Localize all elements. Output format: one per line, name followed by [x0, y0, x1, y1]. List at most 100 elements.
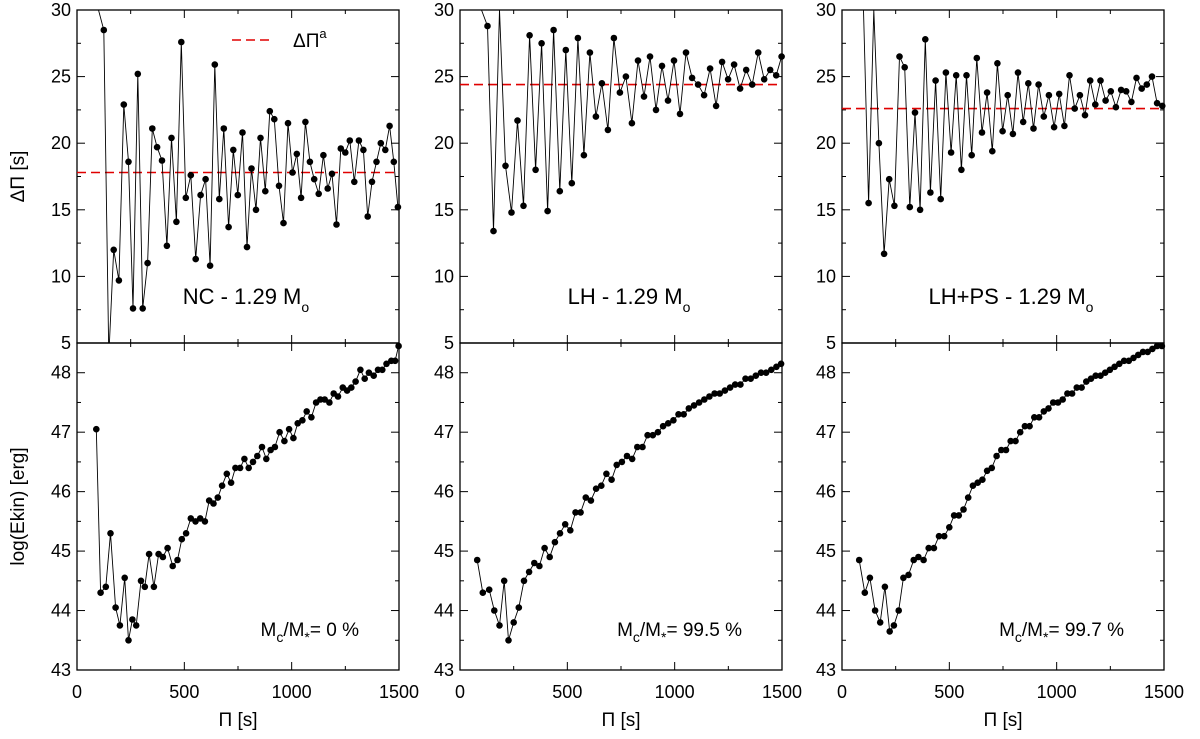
data-point [896, 53, 903, 60]
data-point [1009, 130, 1017, 138]
data-point [880, 250, 888, 258]
data-point [134, 70, 142, 78]
data-point [947, 149, 955, 156]
y-axis-title: ΔΠ [s] [8, 151, 29, 203]
data-point [742, 66, 750, 74]
data-point [1102, 97, 1109, 104]
data-point [187, 171, 195, 179]
data-point [1086, 77, 1094, 84]
data-point [227, 479, 235, 487]
data-point [1128, 98, 1135, 106]
data-point [526, 32, 533, 39]
data-point [1148, 73, 1156, 80]
data-point [502, 162, 509, 170]
data-point [150, 583, 158, 591]
y-tick-label: 46 [434, 482, 454, 502]
data-point [1073, 384, 1081, 391]
panel-energy-3: 43 44 45 46 47 48 0 500 1000 1500 Π [s] Mc/M*= 99.7… [816, 342, 1184, 731]
data-point [592, 113, 600, 120]
data-point [132, 622, 140, 629]
data-point [682, 49, 690, 56]
core-mass-annotation: Mc/M*= 99.7 % [999, 620, 1124, 645]
data-point [216, 195, 223, 203]
data-point [252, 206, 260, 214]
y-tick-label: 48 [816, 363, 836, 383]
data-point [1092, 372, 1099, 380]
data-point [141, 583, 149, 591]
data-point [930, 544, 938, 552]
data-point [164, 544, 171, 552]
data-point [230, 146, 237, 154]
data-point [1049, 399, 1057, 406]
data-point [760, 76, 768, 83]
data-point [1030, 125, 1037, 132]
y-tick-label: 45 [434, 541, 454, 561]
data-point [731, 381, 739, 388]
data-point [258, 443, 266, 451]
data-point [757, 369, 765, 377]
data-point [1064, 390, 1071, 397]
data-point [192, 255, 199, 263]
data-point [652, 106, 660, 114]
data-point [646, 53, 654, 60]
data-point [551, 538, 559, 546]
x-tick-label: 0 [72, 682, 82, 702]
data-point [112, 604, 119, 611]
data-point [855, 556, 863, 564]
data-point [484, 22, 491, 30]
data-point [538, 40, 545, 47]
data-point [257, 134, 264, 142]
data-point [979, 476, 986, 484]
y-tick-label: 15 [51, 200, 71, 220]
panel-title: LH+PS - 1.29 Mo [929, 284, 1094, 315]
x-tick-label: 1000 [272, 682, 312, 702]
data-point [1012, 437, 1019, 445]
data-point [1045, 91, 1053, 99]
data-point [969, 482, 977, 490]
data-point [293, 150, 301, 158]
data-point [496, 622, 503, 629]
data-point [574, 34, 582, 42]
data-point [685, 405, 693, 412]
data-point [920, 556, 927, 564]
x-tick-label: 0 [455, 682, 465, 702]
data-point [365, 369, 373, 377]
data-point [1097, 77, 1104, 84]
data-point [922, 36, 929, 43]
data-point [960, 506, 967, 513]
data-point [174, 556, 181, 564]
data-point [1107, 88, 1115, 95]
y-tick-label: 48 [51, 363, 71, 383]
data-point [334, 393, 342, 400]
data-point [1120, 357, 1128, 365]
data-point [368, 178, 376, 186]
data-point [659, 422, 667, 430]
data-point [361, 375, 369, 383]
x-tick-label: 1000 [655, 682, 695, 702]
data-point [357, 366, 364, 374]
data-point [658, 62, 666, 70]
data-point [321, 396, 329, 403]
data-point [865, 199, 872, 207]
x-tick-label: 1500 [379, 682, 419, 702]
data-point [352, 378, 359, 385]
data-point [326, 399, 333, 406]
data-point [1040, 408, 1048, 415]
data-point [1045, 405, 1052, 412]
data-point [1081, 111, 1089, 119]
data-point [1097, 372, 1104, 380]
data-point [726, 384, 734, 391]
data-point [1138, 85, 1145, 92]
panel-energy-2: 43 44 45 46 47 48 0 500 1000 1500 Π [s] Mc/M*= 99.5… [434, 342, 802, 731]
y-tick-label: 25 [51, 67, 71, 87]
data-point [1007, 437, 1014, 445]
data-point [628, 119, 636, 127]
core-mass-annotation: Mc/M*= 99.5 % [617, 620, 742, 645]
data-point [577, 509, 584, 516]
data-point [766, 66, 774, 74]
data-point [390, 158, 398, 166]
data-point [556, 187, 564, 195]
data-point [891, 202, 898, 210]
y-tick-label: 44 [51, 601, 71, 621]
